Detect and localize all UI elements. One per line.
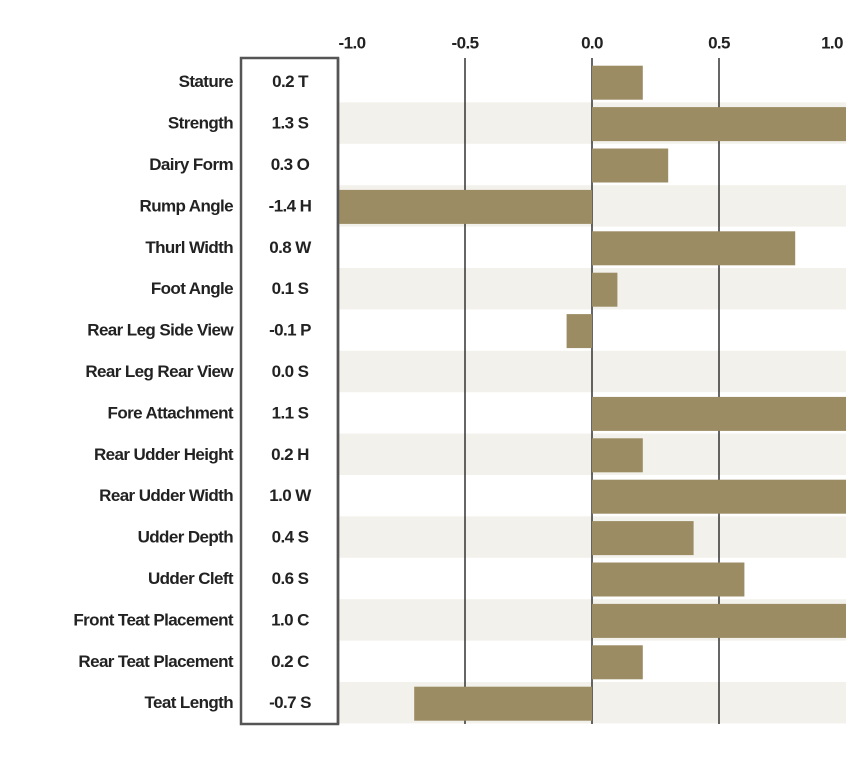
bar xyxy=(592,148,669,183)
bar xyxy=(592,272,618,307)
category-label: Rear Leg Rear View xyxy=(85,362,234,381)
category-label: Udder Cleft xyxy=(148,569,234,588)
category-label: Strength xyxy=(168,114,233,133)
value-label: 0.6 S xyxy=(272,569,309,588)
bar xyxy=(566,314,592,349)
x-tick-label: 0.0 xyxy=(581,33,603,52)
category-label: Rump Angle xyxy=(140,196,234,215)
bar xyxy=(592,562,745,597)
category-label: Thurl Width xyxy=(145,238,233,257)
x-tick-label: -0.5 xyxy=(452,33,479,52)
category-label: Foot Angle xyxy=(151,279,233,298)
value-label: 1.3 S xyxy=(272,114,309,133)
value-label: -0.1 P xyxy=(269,321,311,340)
category-label: Front Teat Placement xyxy=(73,610,234,629)
value-label: -0.7 S xyxy=(269,693,311,712)
labels: -1.0 -0.5 0.0 0.5 1.0 Stature 0.2 T Strength 1.3… xyxy=(73,33,843,712)
value-label: 1.0 C xyxy=(271,610,309,629)
value-label: 0.3 O xyxy=(271,155,310,174)
bar xyxy=(338,189,592,224)
value-label: 0.2 C xyxy=(271,652,309,671)
category-label: Rear Leg Side View xyxy=(87,321,234,340)
x-tick-label: -1.0 xyxy=(339,33,366,52)
x-tick-label: 0.5 xyxy=(708,33,730,52)
x-tick-label: 1.0 xyxy=(821,33,843,52)
bar xyxy=(592,65,643,100)
bar xyxy=(592,479,846,514)
value-label: 0.2 T xyxy=(272,72,309,91)
bar xyxy=(592,396,846,431)
category-label: Rear Teat Placement xyxy=(78,652,234,671)
bar xyxy=(592,603,846,638)
value-label: 1.1 S xyxy=(272,403,309,422)
value-label-frame xyxy=(239,56,340,726)
bar xyxy=(414,686,592,721)
value-label: 1.0 W xyxy=(269,486,312,505)
bar xyxy=(592,521,694,556)
value-label: 0.4 S xyxy=(272,528,309,547)
bar xyxy=(592,107,846,142)
value-label: 0.8 W xyxy=(269,238,312,257)
category-label: Fore Attachment xyxy=(108,403,234,422)
value-label: 0.0 S xyxy=(272,362,309,381)
value-label: 0.2 H xyxy=(271,445,309,464)
bar xyxy=(592,645,643,680)
category-label: Rear Udder Width xyxy=(99,486,233,505)
category-label: Teat Length xyxy=(145,693,234,712)
value-label: 0.1 S xyxy=(272,279,309,298)
category-label: Dairy Form xyxy=(149,155,233,174)
value-label: -1.4 H xyxy=(269,196,312,215)
category-label: Rear Udder Height xyxy=(94,445,234,464)
bars xyxy=(338,65,846,721)
category-label: Udder Depth xyxy=(138,528,234,547)
bar xyxy=(592,231,796,266)
bar xyxy=(592,438,643,473)
category-label: Stature xyxy=(179,72,234,91)
